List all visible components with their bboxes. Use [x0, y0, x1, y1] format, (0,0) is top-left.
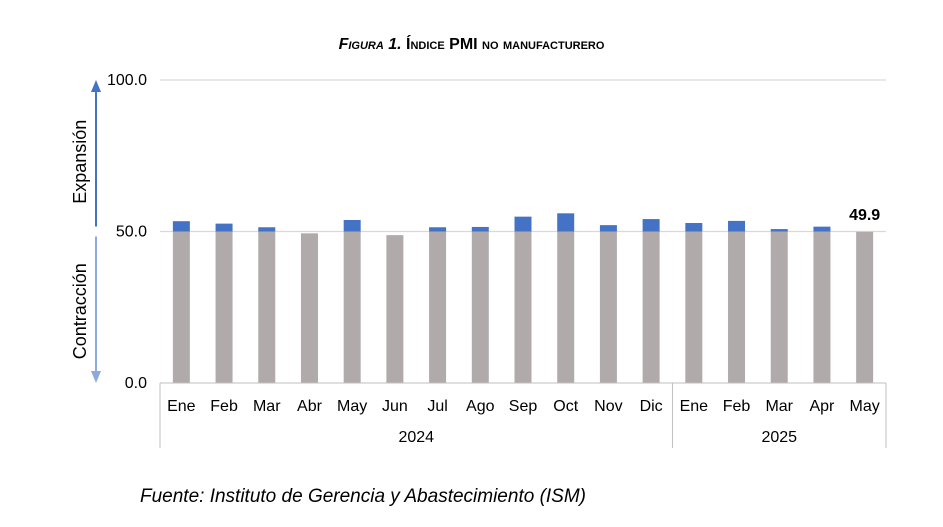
bar-base [685, 231, 703, 383]
x-tick-label: Jun [382, 398, 408, 415]
bar-expansion [728, 220, 746, 232]
year-group-label: 2025 [761, 429, 797, 446]
bar-expansion [685, 223, 703, 232]
bar-base [599, 231, 617, 383]
bar-expansion [813, 226, 831, 232]
expansion-arrowhead [91, 80, 101, 92]
x-tick-label: Dic [640, 398, 663, 415]
data-label: 49.9 [849, 207, 880, 224]
y-tick-label: 0.0 [125, 375, 147, 392]
x-tick-label: Feb [210, 398, 238, 415]
bar-expansion [429, 227, 447, 232]
bar-base [813, 231, 831, 383]
bar-expansion [343, 219, 361, 232]
bar-base [300, 233, 318, 383]
expansion-label: Expansión [70, 120, 90, 204]
source-note: Fuente: Instituto de Gerencia y Abasteci… [140, 486, 586, 507]
x-tick-label: Nov [594, 398, 622, 415]
bar-base [642, 231, 660, 383]
bar-expansion [642, 219, 660, 232]
chart-title: Figura 1. Índice PMI no manufacturero [0, 36, 943, 54]
bar-base [429, 231, 447, 383]
bar-expansion [514, 216, 532, 232]
bar-base [770, 231, 788, 383]
title-text: Índice PMI no manufacturero [406, 36, 605, 53]
x-tick-label: May [850, 398, 880, 415]
bar-base [514, 231, 532, 383]
bar-expansion [471, 226, 489, 232]
bar-expansion [258, 227, 276, 232]
year-group-label: 2024 [398, 429, 434, 446]
y-tick-label: 100.0 [107, 72, 147, 89]
bar-expansion [215, 223, 233, 232]
bar-expansion [557, 213, 575, 232]
bar-expansion [599, 225, 617, 232]
x-tick-label: Oct [553, 398, 578, 415]
x-tick-label: Ene [167, 398, 196, 415]
contraction-label: Contracción [70, 263, 90, 359]
figure-label: Figura 1. [338, 36, 402, 53]
x-tick-label: May [337, 398, 367, 415]
bar-base [728, 231, 746, 383]
x-tick-label: Jul [427, 398, 447, 415]
x-tick-label: Sep [509, 398, 538, 415]
x-tick-label: Apr [809, 398, 835, 415]
bar-base [258, 231, 276, 383]
x-tick-label: Mar [765, 398, 793, 415]
y-tick-label: 50.0 [116, 224, 147, 241]
bar-base [386, 235, 404, 383]
x-tick-label: Feb [723, 398, 751, 415]
x-tick-label: Mar [253, 398, 281, 415]
bar-expansion [172, 221, 190, 232]
bar-base [172, 231, 190, 383]
bar-expansion [770, 229, 788, 232]
x-tick-label: Abr [297, 398, 323, 415]
x-tick-label: Ene [680, 398, 709, 415]
contraction-arrowhead [91, 371, 101, 383]
bar-base [471, 231, 489, 383]
x-tick-label: Ago [466, 398, 495, 415]
bar-base [215, 231, 233, 383]
bar-base [856, 231, 874, 383]
bar-base [557, 231, 575, 383]
bar-base [343, 231, 361, 383]
